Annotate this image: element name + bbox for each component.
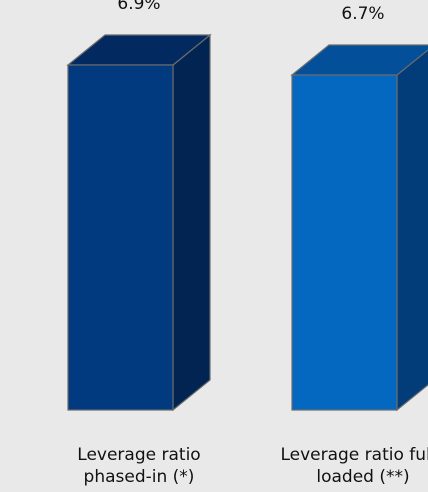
data-label-1: 6.9% (117, 0, 160, 14)
category-label-1-line-1: Leverage ratio (77, 445, 200, 465)
bar-side-1 (172, 33, 211, 412)
category-label-1-line-2: phased-in (*) (84, 467, 195, 487)
bar-1 (67, 64, 174, 411)
bar-2 (291, 74, 398, 411)
data-label-2: 6.7% (341, 4, 384, 24)
category-label-2-line-1: Leverage ratio fully (280, 445, 428, 465)
bar-side-2 (396, 49, 428, 412)
category-label-2-line-2: loaded (**) (316, 467, 409, 487)
